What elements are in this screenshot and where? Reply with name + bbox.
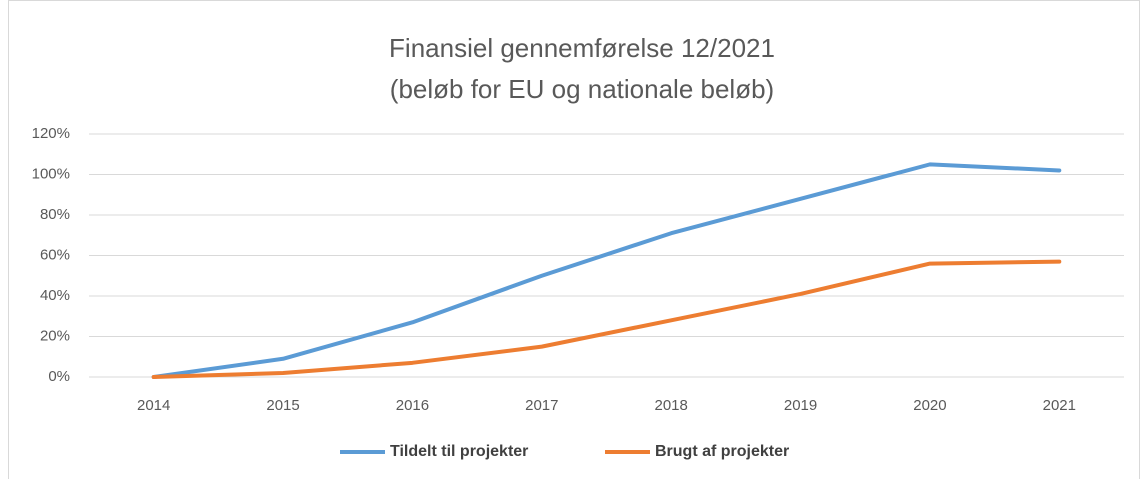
x-tick-label: 2016 <box>396 397 429 414</box>
x-tick-label: 2020 <box>913 397 946 414</box>
y-tick-label: 60% <box>40 246 70 263</box>
series-line <box>151 259 1062 379</box>
x-tick-label: 2021 <box>1043 397 1076 414</box>
y-tick-label: 20% <box>40 327 70 344</box>
x-tick-label: 2019 <box>784 397 817 414</box>
x-tick-label: 2015 <box>266 397 299 414</box>
legend-label: Tildelt til projekter <box>390 443 528 460</box>
chart-border <box>8 0 1140 479</box>
series-line <box>151 162 1062 379</box>
y-tick-label: 100% <box>32 165 70 182</box>
chart-subtitle: (beløb for EU og nationale beløb) <box>390 74 774 104</box>
legend-label: Brugt af projekter <box>655 443 789 460</box>
y-tick-label: 40% <box>40 287 70 304</box>
y-tick-label: 0% <box>48 368 70 385</box>
x-tick-label: 2017 <box>525 397 558 414</box>
x-tick-label: 2014 <box>137 397 170 414</box>
y-tick-label: 120% <box>32 125 70 142</box>
chart-title: Finansiel gennemførelse 12/2021 <box>389 33 775 63</box>
y-tick-label: 80% <box>40 206 70 223</box>
x-tick-label: 2018 <box>655 397 688 414</box>
